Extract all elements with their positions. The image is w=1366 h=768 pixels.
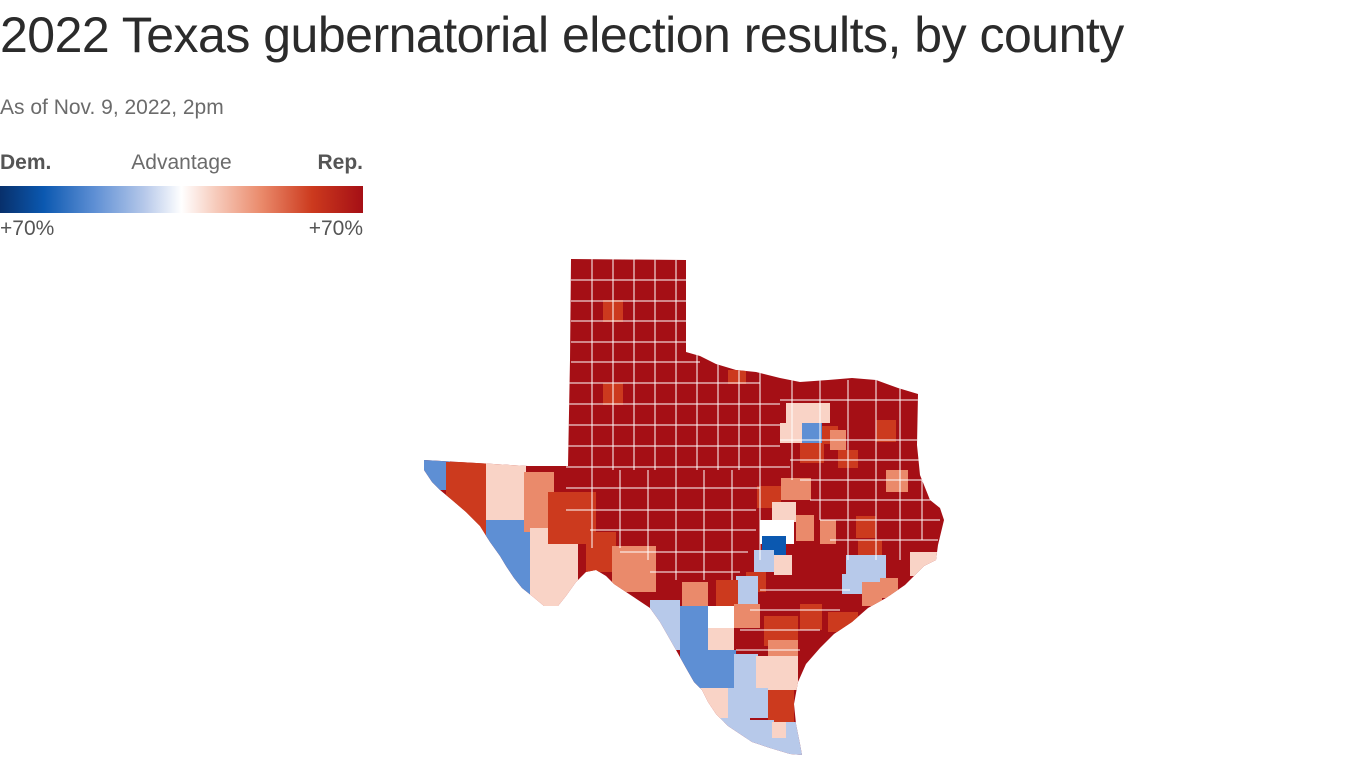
county-galveston xyxy=(880,578,898,598)
legend-rep-label: Rep. xyxy=(317,151,363,174)
county-ellis xyxy=(800,443,824,463)
county-la-salle xyxy=(708,628,734,654)
county-frio xyxy=(708,606,734,628)
county-medina xyxy=(716,580,738,606)
county-terrell xyxy=(586,532,616,572)
county-hudspeth xyxy=(446,462,488,542)
legend-dem-label: Dem. xyxy=(0,151,52,174)
legend-dem-max-value: +70% xyxy=(0,217,55,240)
county-brazoria xyxy=(862,582,882,606)
county-maverick xyxy=(650,600,680,650)
county-uvalde xyxy=(682,582,708,606)
county-brazos xyxy=(820,520,836,544)
county-duval xyxy=(734,654,758,688)
county-nueces xyxy=(770,656,798,690)
county-fort-bend xyxy=(842,574,864,594)
county-borders xyxy=(566,259,942,651)
county-fill-layer xyxy=(424,259,944,755)
county-val-verde xyxy=(612,546,656,592)
county-mclennan xyxy=(781,478,811,500)
county-presidio xyxy=(486,520,530,600)
legend-rep-max-value: +70% xyxy=(308,217,363,240)
county-milam xyxy=(796,515,814,541)
county-tarrant xyxy=(780,423,802,443)
chart-title: 2022 Texas gubernatorial election result… xyxy=(0,7,1124,63)
county-willacy xyxy=(772,722,786,738)
county-williamson xyxy=(772,502,796,522)
legend-color-scale xyxy=(0,186,363,213)
county-dimmit xyxy=(680,628,708,650)
county-starr xyxy=(706,718,750,755)
county-bastrop xyxy=(774,555,792,575)
county-hidalgo xyxy=(746,720,774,755)
county-zavala xyxy=(680,606,708,630)
county-dallas xyxy=(802,423,822,443)
county-montgomery xyxy=(858,540,882,556)
county-webb xyxy=(680,650,736,690)
county-walker xyxy=(856,516,876,538)
legend-advantage-label: Advantage xyxy=(131,151,232,174)
county-denton xyxy=(786,403,806,423)
legend-labels: Dem. Advantage Rep. xyxy=(0,148,363,178)
county-kenedy xyxy=(768,690,794,722)
county-hays xyxy=(754,550,774,572)
county-brooks xyxy=(750,688,768,718)
color-legend: Dem. Advantage Rep. +70% +70% xyxy=(0,148,363,244)
chart-subtitle: As of Nov. 9, 2022, 2pm xyxy=(0,96,224,119)
county-wichita xyxy=(728,370,746,384)
county-jackson xyxy=(800,604,822,630)
county-bexar xyxy=(736,576,758,604)
county-culberson xyxy=(486,462,526,524)
county-el-paso xyxy=(424,455,450,490)
county-matagorda xyxy=(828,612,858,632)
county-jim-wells xyxy=(756,656,770,690)
county-jefferson xyxy=(910,552,940,576)
county-jim-hogg xyxy=(728,688,750,720)
county-nacogdoches xyxy=(886,470,908,492)
county-atascosa xyxy=(734,604,760,628)
county-zapata xyxy=(700,688,730,722)
county-smith xyxy=(876,420,896,442)
county-collin xyxy=(806,403,830,423)
